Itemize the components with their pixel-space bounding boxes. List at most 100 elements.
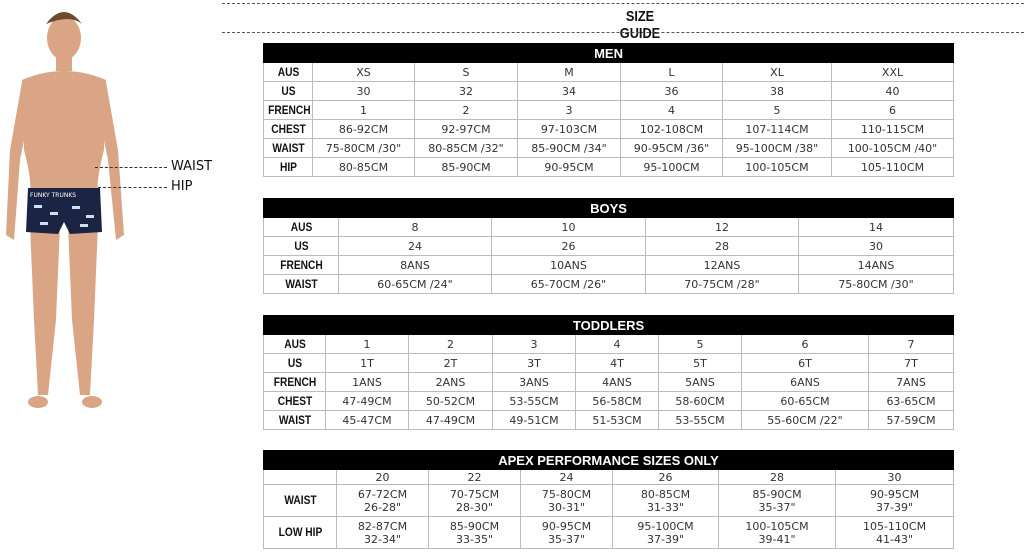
table-cell: 28 [718,469,836,485]
table-cell: 30 [834,469,955,485]
table-cell: 6T [741,353,869,373]
row-label: US [267,353,322,373]
table-cell: 1 [325,334,409,354]
model-figure: FUNKY TRUNKS [6,12,124,408]
table-row: WAIST 60-65CM /24" 65-70CM /26" 70-75CM /28… [264,274,955,294]
row-label: FRENCH [267,372,322,392]
table-cell: 63-65CM [867,391,955,411]
table-cell: 57-59CM [867,410,955,430]
page-title: SIZE GUIDE [619,8,661,42]
table-cell: 24 [338,236,492,256]
table-cell: 30 [312,81,415,101]
table-cell: 26 [491,236,646,256]
row-label: FRENCH [268,255,334,275]
row-label [268,469,332,485]
table-cell: 12 [645,217,799,237]
row-label: US [268,236,334,256]
table-cell: 10ANS [491,255,646,275]
table-cell: 65-70CM /26" [491,274,646,294]
table-row: FRENCH 1ANS 2ANS 3ANS 4ANS 5ANS 6ANS 7ANS [264,372,955,392]
table-cell: 7ANS [867,372,955,392]
table-cell: 2ANS [408,372,493,392]
table-cell: 2 [414,100,518,120]
waist-pointer [95,167,167,168]
table-cell: 8ANS [338,255,492,275]
table-row: LOW HIP 82-87CM 32-34" 85-90CM 33-35" 90-95… [264,516,955,549]
table-cell: 6 [830,100,955,120]
table-cell: 75-80CM 30-31" [520,484,613,517]
table-cell: 56-58CM [575,391,659,411]
table-cell: 80-85CM [312,157,415,177]
table-cell: 45-47CM [325,410,409,430]
table-cell: 100-105CM /40" [830,138,955,158]
table-cell: 3ANS [492,372,576,392]
boys-table-header: BOYS [262,198,955,218]
table-cell: 4ANS [575,372,659,392]
table-row: HIP 80-85CM 85-90CM 90-95CM 95-100CM 100-105C… [264,157,955,177]
table-cell: 36 [620,81,723,101]
table-cell: 70-75CM 28-30" [428,484,521,517]
table-cell: 95-100CM [620,157,723,177]
row-label: WAIST [268,274,334,294]
table-cell: 28 [645,236,799,256]
table-row: WAIST 67-72CM 26-28" 70-75CM 28-30" 75-80CM… [264,484,955,517]
table-cell: 1ANS [325,372,409,392]
table-row: AUS XS S M L XL XXL [264,62,955,82]
table-cell: 67-72CM 26-28" [336,484,429,517]
apex-size-table: APEX PERFORMANCE SIZES ONLY 20 22 24 26 28 30 W… [262,450,955,549]
table-cell: 70-75CM /28" [645,274,799,294]
table-cell: 2T [408,353,493,373]
table-cell: 100-105CM 39-41" [718,516,836,549]
table-cell: 4 [620,100,723,120]
table-cell: 85-90CM 33-35" [428,516,521,549]
table-cell: XS [312,62,415,82]
table-cell: 100-105CM [722,157,832,177]
table-cell: 90-95CM [517,157,621,177]
table-row: US 24 26 28 30 [264,236,955,256]
table-cell: 4T [575,353,659,373]
table-cell: 60-65CM /24" [338,274,492,294]
table-cell: 105-110CM [830,157,955,177]
row-label: CHEST [267,391,322,411]
table-row: FRENCH 8ANS 10ANS 12ANS 14ANS [264,255,955,275]
table-cell: 1 [312,100,415,120]
row-label: HIP [266,157,310,177]
row-label: LOW HIP [268,516,332,549]
row-label: WAIST [266,138,310,158]
title-divider [222,32,1024,33]
table-cell: 75-80CM /30" [312,138,415,158]
table-cell: L [620,62,723,82]
table-row: 20 22 24 26 28 30 [264,469,955,485]
table-cell: 58-60CM [658,391,742,411]
table-row: WAIST 45-47CM 47-49CM 49-51CM 51-53CM 53-55CM… [264,410,955,430]
table-cell: 3T [492,353,576,373]
apex-table-header: APEX PERFORMANCE SIZES ONLY [262,450,955,470]
table-cell: 34 [517,81,621,101]
table-cell: 2 [408,334,493,354]
table-cell: 40 [830,81,955,101]
table-cell: 10 [491,217,646,237]
row-label: CHEST [266,119,310,139]
table-cell: 3 [517,100,621,120]
table-cell: 53-55CM [658,410,742,430]
table-cell: 26 [612,469,719,485]
table-cell: 105-110CM 41-43" [834,516,955,549]
table-cell: 1T [325,353,409,373]
table-cell: 53-55CM [492,391,576,411]
table-row: WAIST 75-80CM /30" 80-85CM /32" 85-90CM /34… [264,138,955,158]
table-cell: 12ANS [645,255,799,275]
table-cell: 6ANS [741,372,869,392]
toddlers-table-header: TODDLERS [262,315,955,335]
row-label: WAIST [267,410,322,430]
table-cell: XL [722,62,832,82]
table-cell: 32 [414,81,518,101]
boys-size-table: BOYS AUS 8 10 12 14 US 24 26 28 30 FRENCH 8ANS 10ANS 1… [262,198,955,294]
table-cell: 86-92CM [312,119,415,139]
table-cell: 50-52CM [408,391,493,411]
table-cell: 14 [797,217,955,237]
table-row: CHEST 47-49CM 50-52CM 53-55CM 56-58CM 58-60CM… [264,391,955,411]
table-row: US 1T 2T 3T 4T 5T 6T 7T [264,353,955,373]
table-row: AUS 1 2 3 4 5 6 7 [264,334,955,354]
table-cell: 38 [722,81,832,101]
table-cell: 82-87CM 32-34" [336,516,429,549]
